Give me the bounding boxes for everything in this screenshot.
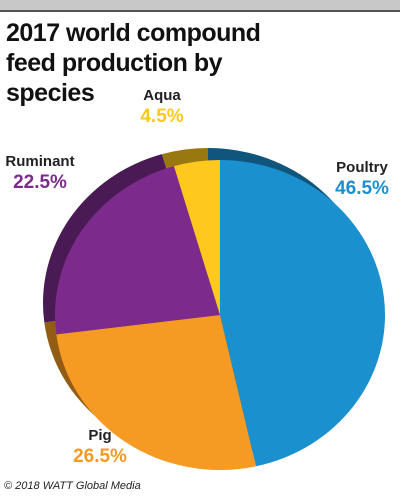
slice bbox=[173, 160, 220, 315]
slice bbox=[54, 166, 220, 335]
value-label: 22.5% bbox=[13, 172, 67, 193]
value-label: 26.5% bbox=[73, 446, 127, 467]
slice bbox=[220, 160, 385, 467]
category-label: Ruminant bbox=[5, 153, 74, 170]
category-label: Poultry bbox=[336, 159, 388, 176]
slice bbox=[56, 315, 256, 470]
category-label: Pig bbox=[88, 427, 111, 444]
credit: © 2018 WATT Global Media bbox=[4, 480, 141, 492]
value-label: 4.5% bbox=[140, 106, 183, 127]
category-label: Aqua bbox=[143, 87, 181, 104]
top-bar bbox=[0, 0, 400, 12]
value-label: 46.5% bbox=[335, 178, 389, 199]
chart-title: 2017 world compound feed production by s… bbox=[6, 19, 261, 107]
